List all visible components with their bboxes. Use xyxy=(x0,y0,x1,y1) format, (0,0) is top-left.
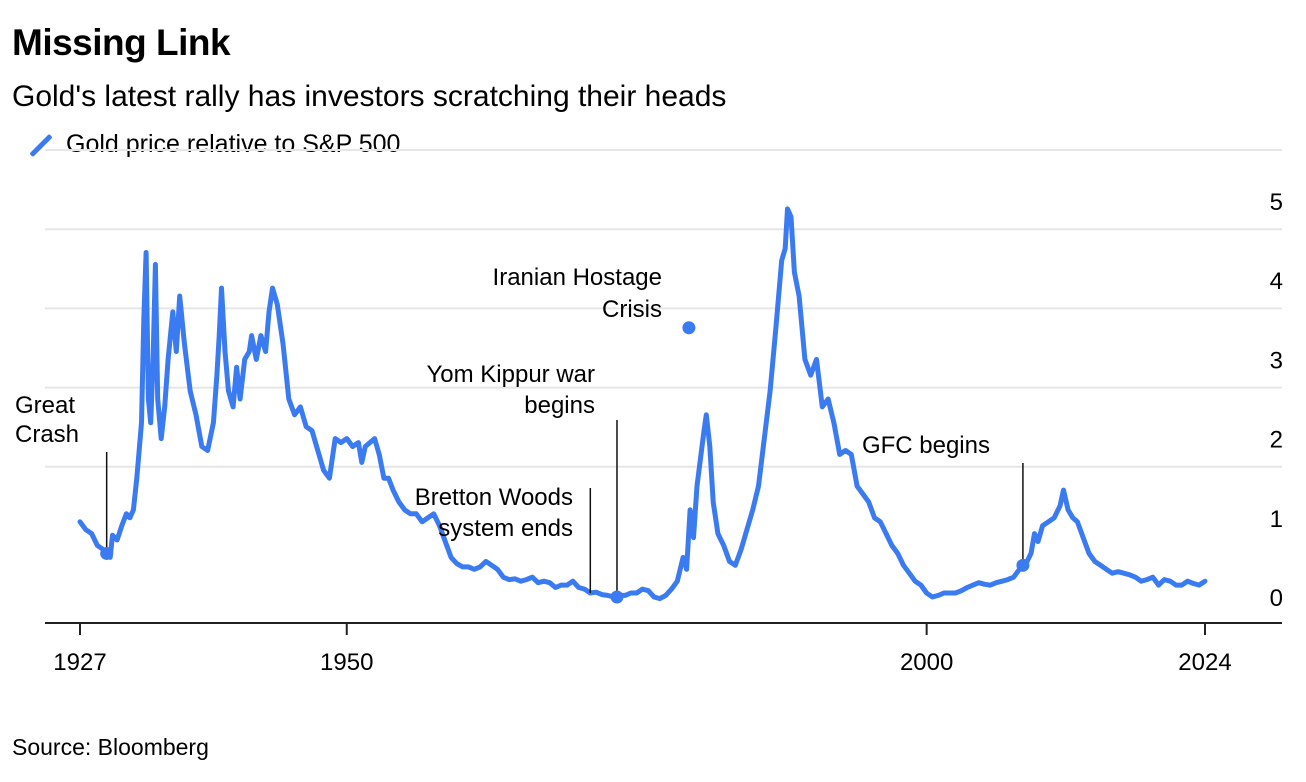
annotation-label: Crash xyxy=(15,421,79,448)
annotation-label: Bretton Woods xyxy=(415,484,573,511)
annotation-dot xyxy=(610,590,624,604)
y-tick-label: 5 xyxy=(1270,189,1283,216)
legend-label: Gold price relative to S&P 500 xyxy=(66,130,401,158)
annotation-label: Great xyxy=(15,392,75,419)
annotation-label: Crisis xyxy=(602,296,662,323)
y-tick-label: 3 xyxy=(1270,347,1283,374)
annotation-dot xyxy=(1016,558,1030,572)
annotation-label: Yom Kippur war xyxy=(426,361,595,388)
annotation-dot xyxy=(100,546,114,560)
x-tick-label: 1927 xyxy=(53,649,106,676)
chart-title: Missing Link xyxy=(12,22,231,63)
source-note: Source: Bloomberg xyxy=(12,734,209,760)
legend: Gold price relative to S&P 500 xyxy=(30,130,400,159)
annotation-label: Iranian Hostage xyxy=(493,264,662,291)
x-tick-label: 2024 xyxy=(1178,649,1231,676)
y-tick-label: 1 xyxy=(1270,506,1283,533)
annotation-dot xyxy=(682,321,696,335)
annotation-label: GFC begins xyxy=(862,432,990,459)
annotation-label: begins xyxy=(524,392,595,419)
x-tick-label: 2000 xyxy=(900,649,953,676)
y-tick-label: 0 xyxy=(1270,585,1283,612)
y-tick-label: 2 xyxy=(1270,427,1283,454)
x-tick-label: 1950 xyxy=(320,649,373,676)
annotation-label: system ends xyxy=(438,515,573,542)
chart-subtitle: Gold's latest rally has investors scratc… xyxy=(12,80,727,113)
y-tick-label: 4 xyxy=(1270,268,1283,295)
